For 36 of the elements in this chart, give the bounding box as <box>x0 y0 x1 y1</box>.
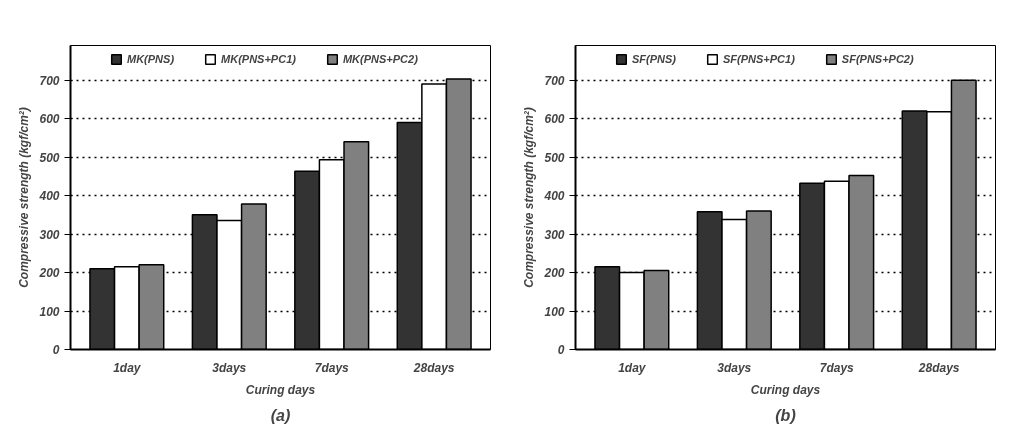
x-tick-label: 7days <box>314 360 350 375</box>
x-axis-title: Curing days <box>750 382 821 397</box>
y-tick-label: 600 <box>544 112 565 127</box>
x-axis-title: Curing days <box>245 382 316 397</box>
x-tick-label: 3days <box>717 360 752 375</box>
y-tick-label: 0 <box>52 343 60 357</box>
y-tick-label: 500 <box>544 150 565 165</box>
legend-label: MK(PNS) <box>127 53 175 65</box>
x-tick-label: 28days <box>412 360 455 375</box>
y-tick-label: 100 <box>39 304 60 319</box>
x-tick-label: 3days <box>212 360 247 375</box>
y-tick-label: 300 <box>39 227 60 242</box>
legend-label: SF(PNS+PC1) <box>723 53 795 65</box>
y-tick-label: 200 <box>543 266 565 281</box>
y-axis-title: Compressive strength (kgf/cm²) <box>17 107 32 288</box>
y-tick-label: 500 <box>39 150 60 165</box>
y-axis-title: Compressive strength (kgf/cm²) <box>522 107 537 288</box>
x-tick-label: 28days <box>917 360 960 375</box>
y-tick-label: 600 <box>39 112 60 127</box>
y-tick-label: 700 <box>544 73 565 88</box>
legend-label: SF(PNS+PC2) <box>841 53 914 65</box>
y-tick-label: 200 <box>38 266 60 281</box>
y-tick-label: 300 <box>544 227 565 242</box>
y-tick-label: 0 <box>557 343 565 357</box>
y-tick-label: 400 <box>543 189 565 204</box>
legend-label: MK(PNS+PC2) <box>342 53 418 65</box>
y-tick-label: 100 <box>544 304 565 319</box>
legend-label: SF(PNS) <box>632 53 676 65</box>
legend-label: MK(PNS+PC1) <box>221 53 296 65</box>
text: (b) <box>775 406 796 424</box>
x-tick-label: 1day <box>618 360 647 375</box>
x-tick-label: 1day <box>113 360 142 375</box>
text: (a) <box>270 406 291 424</box>
x-tick-label: 7days <box>819 360 855 375</box>
y-tick-label: 400 <box>38 189 60 204</box>
y-tick-label: 700 <box>39 73 60 88</box>
